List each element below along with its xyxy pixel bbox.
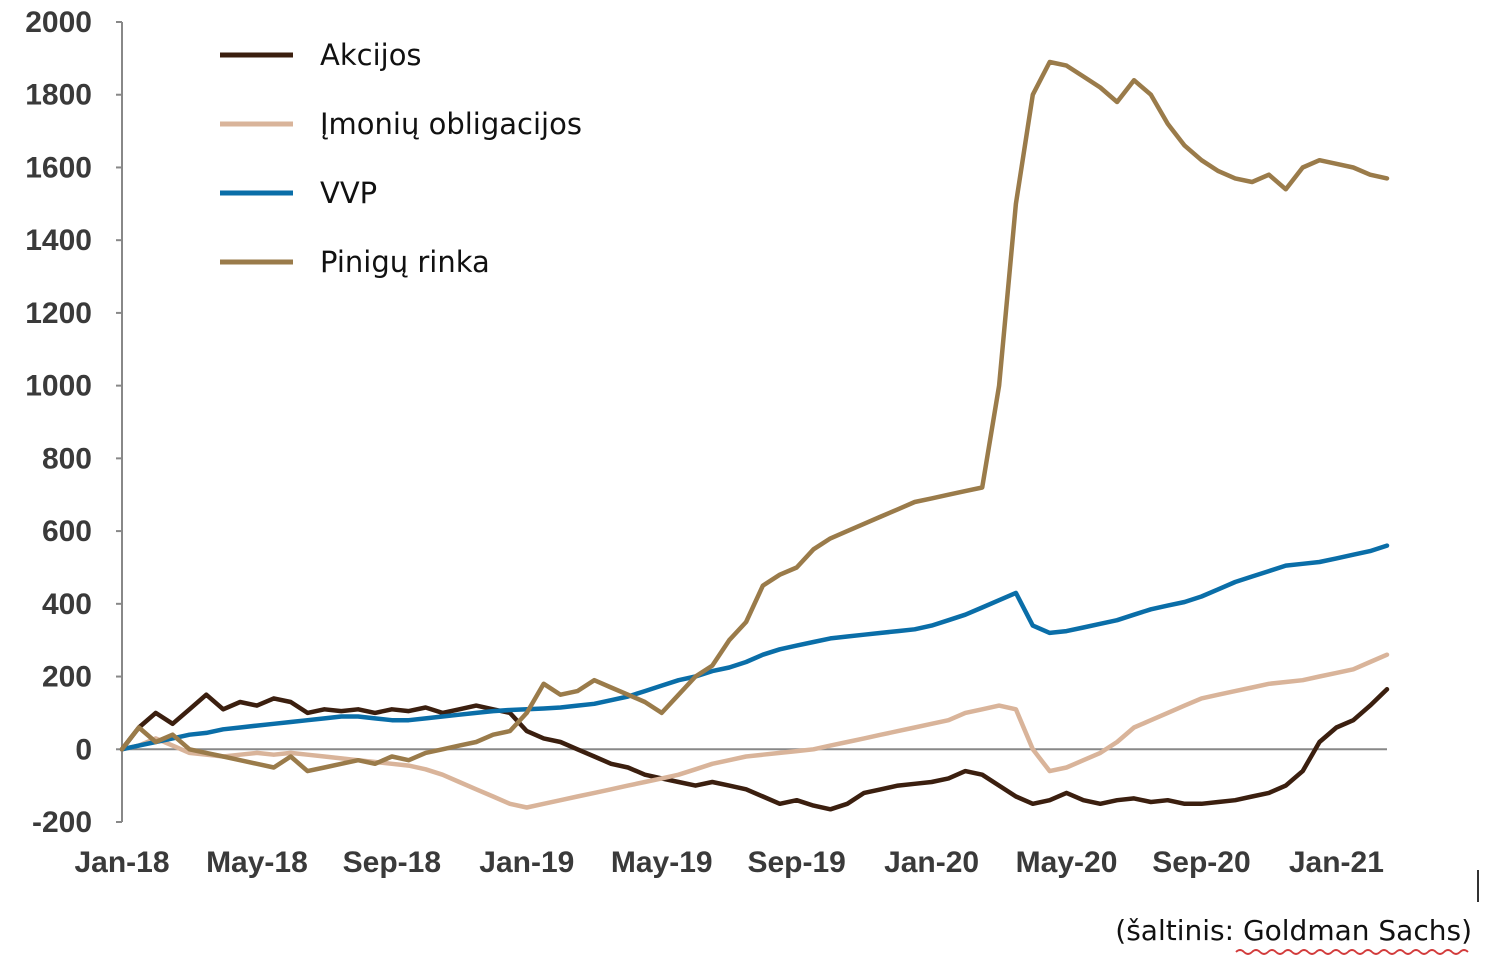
x-tick-label: May-19	[611, 846, 713, 879]
legend-label: Įmonių obligacijos	[320, 107, 582, 141]
legend-label: VVP	[320, 176, 377, 210]
x-tick-label: May-18	[206, 846, 308, 879]
series-line-2	[119, 652, 1390, 810]
x-tick-label: Jan-20	[884, 846, 979, 879]
x-tick-label: May-20	[1016, 846, 1118, 879]
x-tick-label: Jan-18	[74, 846, 169, 879]
series-line-1	[119, 687, 1390, 812]
y-tick-label: 1200	[25, 297, 92, 330]
series-lines	[119, 59, 1390, 812]
y-tick-label: 400	[42, 588, 92, 621]
x-tick-label: Sep-20	[1152, 846, 1250, 879]
x-tick-label: Jan-21	[1289, 846, 1384, 879]
y-tick-label: 1600	[25, 151, 92, 184]
x-tick-label: Sep-18	[343, 846, 441, 879]
series-line-3	[119, 543, 1390, 752]
legend: Akcijos Įmonių obligacijos VVP Pinigų rinka	[220, 38, 582, 279]
y-tick-label: 2000	[25, 6, 92, 39]
legend-label: Pinigų rinka	[320, 245, 490, 279]
spellcheck-squiggle	[1235, 949, 1469, 955]
y-tick-label: 200	[42, 661, 92, 694]
y-tick-label: 1400	[25, 224, 92, 257]
x-tick-label: Jan-19	[479, 846, 574, 879]
series-line-4	[119, 59, 1390, 774]
y-tick-label: 1000	[25, 370, 92, 403]
y-tick-label: 1800	[25, 79, 92, 112]
y-tick-label: -200	[32, 806, 92, 839]
y-tick-label: 600	[42, 515, 92, 548]
legend-label: Akcijos	[320, 38, 422, 72]
y-tick-label: 800	[42, 442, 92, 475]
x-tick-labels: Jan-18 May-18 Sep-18 Jan-19 May-19 Sep-19 Jan-…	[74, 846, 1383, 879]
source-note: (šaltinis: Goldman Sachs)	[1115, 914, 1472, 947]
y-tick-labels: 2000180016001400120010008006004002000-20…	[25, 6, 92, 839]
y-tick-label: 0	[75, 733, 92, 766]
x-tick-label: Sep-19	[747, 846, 845, 879]
